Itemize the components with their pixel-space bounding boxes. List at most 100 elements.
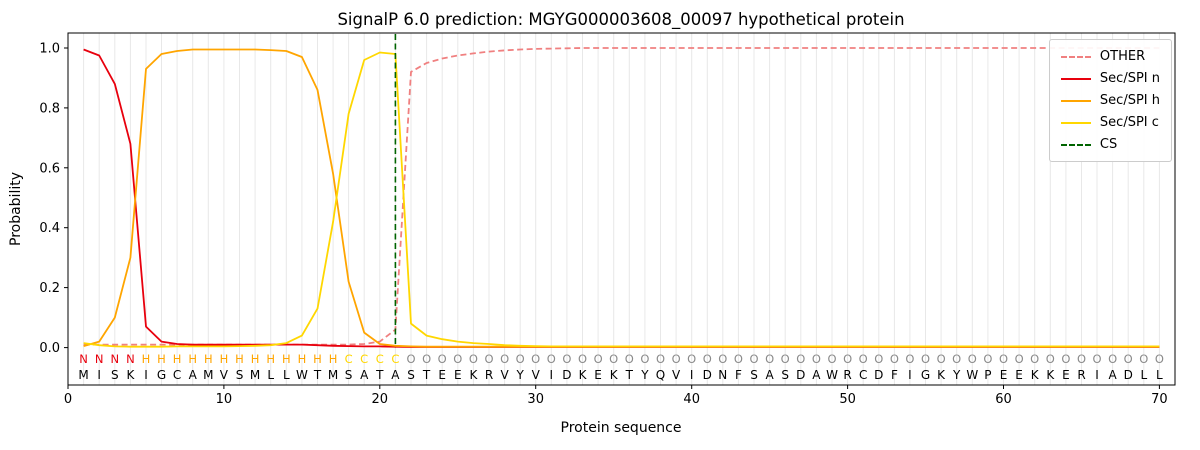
- x-axis-label: Protein sequence: [560, 420, 682, 436]
- svg-text:C: C: [173, 368, 181, 382]
- svg-text:Y: Y: [516, 368, 525, 382]
- svg-text:H: H: [188, 352, 197, 366]
- svg-text:G: G: [921, 368, 930, 382]
- svg-text:O: O: [578, 352, 587, 366]
- svg-text:H: H: [266, 352, 275, 366]
- svg-text:I: I: [1095, 368, 1099, 382]
- legend-item-sec-spi-h: Sec/SPI h: [1060, 93, 1160, 108]
- svg-text:O: O: [547, 352, 556, 366]
- svg-text:O: O: [406, 352, 415, 366]
- svg-text:O: O: [672, 352, 681, 366]
- legend: OTHER Sec/SPI n Sec/SPI h Sec/SPI c CS: [1048, 39, 1172, 162]
- svg-text:T: T: [422, 368, 431, 382]
- svg-text:0.4: 0.4: [39, 221, 60, 236]
- svg-text:A: A: [189, 368, 198, 382]
- svg-text:D: D: [796, 368, 805, 382]
- svg-text:O: O: [453, 352, 462, 366]
- svg-text:S: S: [111, 368, 119, 382]
- svg-text:N: N: [95, 352, 104, 366]
- svg-text:L: L: [1140, 368, 1147, 382]
- svg-text:V: V: [532, 368, 541, 382]
- svg-text:H: H: [204, 352, 213, 366]
- svg-text:T: T: [375, 368, 384, 382]
- svg-text:A: A: [765, 368, 774, 382]
- svg-text:F: F: [735, 368, 742, 382]
- svg-text:A: A: [391, 368, 400, 382]
- svg-text:L: L: [267, 368, 274, 382]
- svg-text:P: P: [984, 368, 991, 382]
- svg-text:I: I: [550, 368, 554, 382]
- legend-item-sec-spi-c: Sec/SPI c: [1060, 115, 1160, 130]
- svg-text:20: 20: [372, 392, 389, 407]
- svg-text:O: O: [890, 352, 899, 366]
- svg-text:D: D: [1124, 368, 1133, 382]
- svg-text:K: K: [469, 368, 478, 382]
- svg-text:T: T: [625, 368, 634, 382]
- svg-text:0.2: 0.2: [39, 281, 60, 296]
- svg-text:C: C: [391, 352, 399, 366]
- svg-text:O: O: [1139, 352, 1148, 366]
- svg-text:A: A: [1108, 368, 1117, 382]
- svg-text:30: 30: [527, 392, 544, 407]
- svg-text:H: H: [220, 352, 229, 366]
- svg-text:W: W: [296, 368, 308, 382]
- chart-title: SignalP 6.0 prediction: MGYG000003608_00…: [337, 10, 905, 29]
- svg-text:50: 50: [839, 392, 856, 407]
- svg-text:O: O: [640, 352, 649, 366]
- svg-text:O: O: [796, 352, 805, 366]
- svg-text:O: O: [656, 352, 665, 366]
- svg-text:H: H: [313, 352, 322, 366]
- svg-text:O: O: [905, 352, 914, 366]
- svg-text:K: K: [126, 368, 135, 382]
- svg-text:I: I: [144, 368, 148, 382]
- svg-text:I: I: [908, 368, 912, 382]
- svg-text:R: R: [485, 368, 493, 382]
- svg-text:O: O: [1092, 352, 1101, 366]
- legend-line-sample: [1060, 55, 1091, 58]
- svg-text:E: E: [438, 368, 446, 382]
- legend-line-sample: [1060, 99, 1091, 102]
- svg-text:O: O: [703, 352, 712, 366]
- legend-line-sample: [1060, 143, 1091, 146]
- svg-text:I: I: [690, 368, 694, 382]
- svg-text:L: L: [1156, 368, 1163, 382]
- svg-text:L: L: [283, 368, 290, 382]
- svg-text:H: H: [235, 352, 244, 366]
- x-axis-ticks: 0 10 20 30 40 50 60 70: [64, 385, 1168, 407]
- svg-text:V: V: [672, 368, 681, 382]
- svg-text:Y: Y: [952, 368, 961, 382]
- series-line-sec-spi-h: [83, 48, 1160, 348]
- legend-item-other: OTHER: [1060, 49, 1160, 64]
- svg-text:H: H: [251, 352, 260, 366]
- svg-text:0.6: 0.6: [39, 161, 60, 176]
- svg-text:O: O: [484, 352, 493, 366]
- svg-text:0.8: 0.8: [39, 101, 60, 116]
- svg-text:O: O: [1061, 352, 1070, 366]
- svg-text:O: O: [531, 352, 540, 366]
- svg-text:E: E: [594, 368, 602, 382]
- svg-text:O: O: [749, 352, 758, 366]
- svg-text:O: O: [968, 352, 977, 366]
- svg-text:H: H: [173, 352, 182, 366]
- svg-text:H: H: [329, 352, 338, 366]
- svg-text:K: K: [1046, 368, 1055, 382]
- svg-text:O: O: [1108, 352, 1117, 366]
- legend-label: CS: [1099, 137, 1118, 152]
- svg-text:R: R: [1077, 368, 1085, 382]
- svg-text:O: O: [422, 352, 431, 366]
- svg-text:S: S: [345, 368, 353, 382]
- svg-text:T: T: [313, 368, 322, 382]
- svg-text:V: V: [220, 368, 229, 382]
- svg-text:O: O: [687, 352, 696, 366]
- svg-text:O: O: [625, 352, 634, 366]
- series-line-other: [83, 47, 1160, 346]
- y-axis-label: Probability: [8, 172, 24, 247]
- svg-text:R: R: [843, 368, 851, 382]
- svg-text:E: E: [1000, 368, 1008, 382]
- svg-text:O: O: [874, 352, 883, 366]
- svg-text:O: O: [516, 352, 525, 366]
- svg-text:K: K: [579, 368, 588, 382]
- svg-text:F: F: [891, 368, 898, 382]
